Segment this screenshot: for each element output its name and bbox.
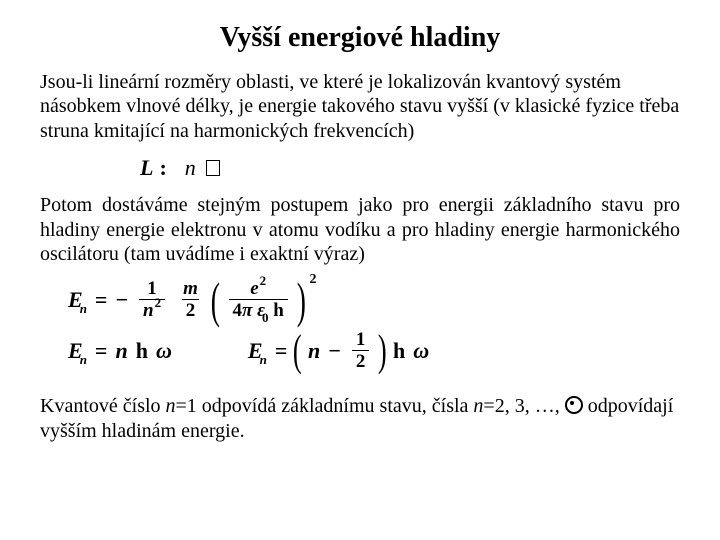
eqHO-subn1: n: [80, 352, 87, 367]
frac4-num: 1: [352, 329, 370, 350]
frac-1-over-2: 1 2: [352, 329, 370, 372]
frac3-esq: 2: [260, 273, 267, 288]
eqHO-eq2: =: [275, 338, 288, 364]
frac-e2-over-4pieps0h: e2 4π ε0 h: [229, 278, 288, 321]
placeholder-box-icon: [206, 160, 220, 176]
eqE-eq: =: [95, 287, 108, 313]
frac3-h: h: [273, 300, 284, 321]
frac1-den-n: n: [143, 300, 154, 321]
p3b: n: [166, 395, 176, 417]
lparen-med: (: [293, 338, 302, 364]
p3d: n: [473, 395, 483, 417]
eq1-L: L: [140, 155, 153, 181]
frac3-e: e: [250, 278, 258, 299]
paragraph-1: Jsou-li lineární rozměry oblasti, ve kte…: [40, 70, 680, 143]
ring-icon: [565, 396, 583, 414]
frac-m-over-2: m 2: [179, 278, 202, 321]
frac2-den: 2: [182, 299, 200, 321]
frac3-4: 4: [233, 300, 243, 321]
p3e: =2, 3, …,: [483, 395, 564, 417]
frac3-pi: π: [242, 300, 252, 321]
rparen-med: ): [378, 338, 387, 364]
outer-sq: 2: [309, 272, 316, 288]
equation-block: En = − 1 n2 m 2 ( e2 4π ε0 h ) 2 En: [40, 278, 680, 372]
frac2-num: m: [179, 278, 202, 299]
eqE-minus: −: [115, 287, 128, 313]
frac-1-over-n2: 1 n2: [139, 278, 165, 321]
frac4-den: 2: [352, 350, 370, 372]
p3c: =1 odpovídá základnímu stavu, čísla: [176, 395, 474, 417]
eqHO-h2: h: [393, 338, 405, 364]
eqE-subn: n: [80, 301, 87, 316]
eqHO-n1: n: [115, 338, 127, 364]
paragraph-2: Potom dostáváme stejným postupem jako pr…: [40, 193, 680, 266]
equation-hydrogen: En = − 1 n2 m 2 ( e2 4π ε0 h ) 2: [68, 278, 680, 321]
eqHO-n2: n: [308, 338, 320, 364]
eq1-colon: :: [159, 155, 166, 181]
frac3-eps0: 0: [262, 310, 269, 325]
eqHO-w2: ω: [413, 338, 429, 364]
p3a: Kvantové číslo: [40, 395, 166, 417]
paragraph-3: Kvantové číslo n=1 odpovídá základnímu s…: [40, 394, 680, 443]
lparen-big: (: [211, 285, 220, 315]
eqHO-h1: h: [136, 338, 148, 364]
eq1-n: n: [185, 155, 196, 181]
eqHO-minus: −: [328, 338, 341, 364]
eqHO-w1: ω: [156, 338, 172, 364]
eqHO-subn2: n: [260, 352, 267, 367]
equation-harmonic: En = n hω En = ( n − 1 2 ) hω: [68, 329, 680, 372]
equation-L: L : n: [40, 155, 680, 181]
frac1-den-sq: 2: [155, 295, 162, 310]
page-title: Vyšší energiové hladiny: [40, 22, 680, 54]
eqHO-eq1: =: [95, 338, 108, 364]
rparen-big: ): [297, 285, 306, 315]
